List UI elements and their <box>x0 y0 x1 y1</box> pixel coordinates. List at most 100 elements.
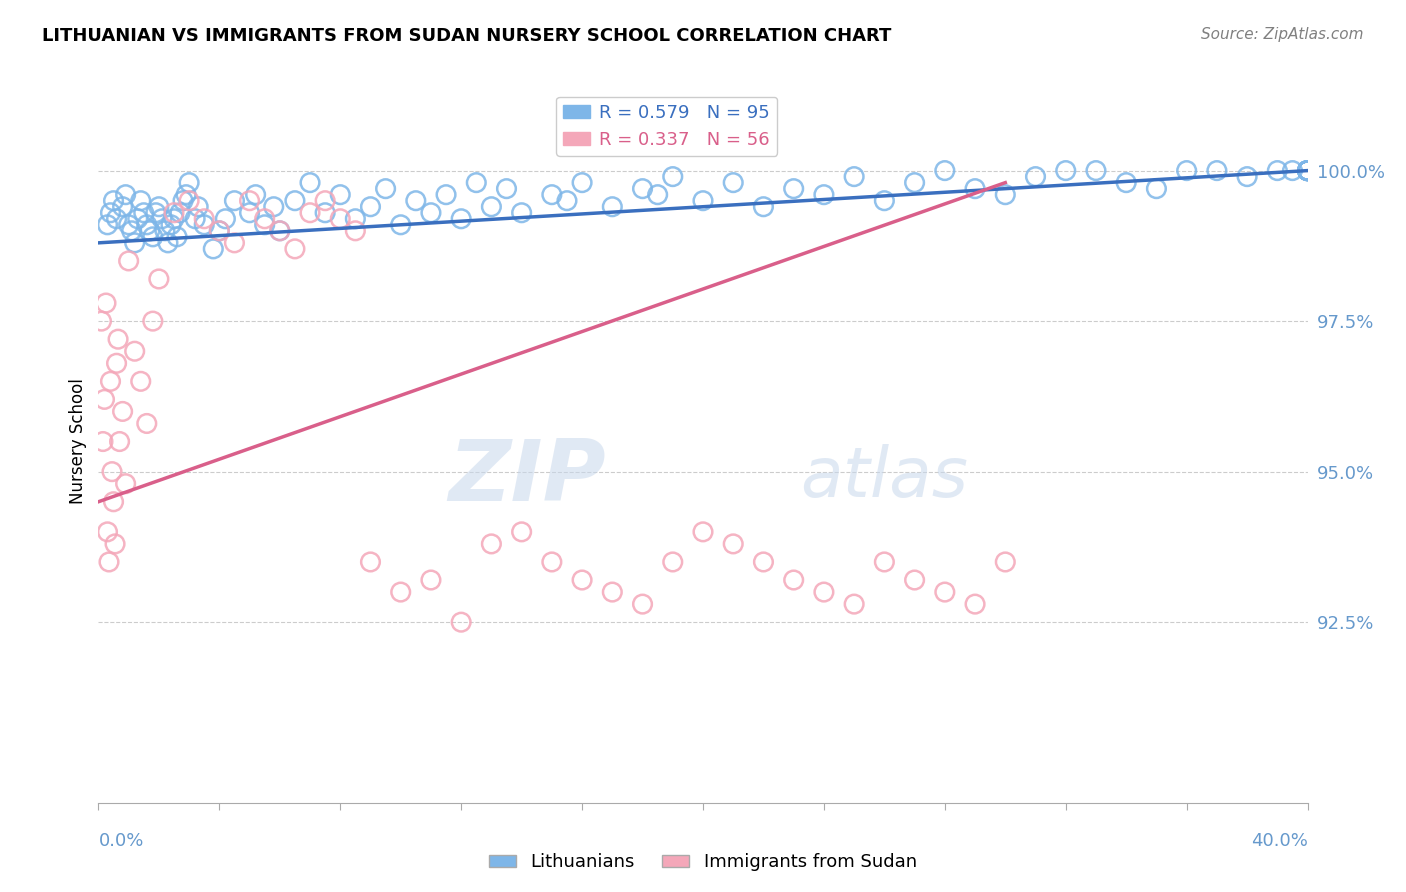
Point <box>269 224 291 238</box>
Point <box>124 344 146 359</box>
Point <box>142 229 165 244</box>
Point <box>118 218 141 232</box>
Point <box>299 176 322 190</box>
Point <box>540 187 562 202</box>
Point <box>1296 163 1319 178</box>
Point <box>602 585 624 599</box>
Point <box>450 615 472 629</box>
Point <box>904 176 927 190</box>
Point <box>124 235 146 250</box>
Text: 0.0%: 0.0% <box>98 831 143 850</box>
Point <box>844 597 866 611</box>
Point <box>1054 163 1077 178</box>
Point <box>269 224 291 238</box>
Point <box>135 218 157 232</box>
Point <box>1175 163 1198 178</box>
Point <box>314 205 336 219</box>
Point <box>314 194 336 208</box>
Point <box>142 314 165 328</box>
Point <box>571 176 593 190</box>
Point <box>202 242 225 256</box>
Point <box>420 573 443 587</box>
Point <box>692 524 714 539</box>
Point <box>723 537 745 551</box>
Point <box>873 194 896 208</box>
Point <box>965 181 987 195</box>
Point <box>934 163 956 178</box>
Text: atlas: atlas <box>800 444 967 511</box>
Point <box>481 200 503 214</box>
Point <box>374 181 396 195</box>
Point <box>163 211 186 226</box>
Point <box>148 200 170 214</box>
Point <box>723 176 745 190</box>
Point <box>94 296 117 310</box>
Point <box>1206 163 1229 178</box>
Text: LITHUANIAN VS IMMIGRANTS FROM SUDAN NURSERY SCHOOL CORRELATION CHART: LITHUANIAN VS IMMIGRANTS FROM SUDAN NURS… <box>42 27 891 45</box>
Point <box>844 169 866 184</box>
Point <box>1296 163 1319 178</box>
Point <box>101 465 124 479</box>
Point <box>1296 163 1319 178</box>
Point <box>129 194 152 208</box>
Point <box>510 205 533 219</box>
Point <box>783 573 806 587</box>
Point <box>1236 169 1258 184</box>
Text: ZIP: ZIP <box>449 436 606 519</box>
Point <box>111 200 134 214</box>
Point <box>208 224 231 238</box>
Point <box>450 211 472 226</box>
Point <box>132 205 155 219</box>
Point <box>284 242 307 256</box>
Point <box>1296 163 1319 178</box>
Point <box>661 169 683 184</box>
Point <box>540 555 562 569</box>
Point <box>96 218 118 232</box>
Text: Source: ZipAtlas.com: Source: ZipAtlas.com <box>1201 27 1364 42</box>
Point <box>214 211 236 226</box>
Point <box>965 597 987 611</box>
Point <box>96 524 118 539</box>
Point <box>166 229 188 244</box>
Point <box>329 187 352 202</box>
Point <box>481 537 503 551</box>
Point <box>224 194 246 208</box>
Point <box>245 187 267 202</box>
Point <box>150 211 173 226</box>
Point <box>135 417 157 431</box>
Point <box>994 555 1017 569</box>
Point <box>420 205 443 219</box>
Point <box>329 211 352 226</box>
Point <box>1296 163 1319 178</box>
Point <box>253 211 276 226</box>
Point <box>172 194 194 208</box>
Point <box>1296 163 1319 178</box>
Point <box>103 194 125 208</box>
Point <box>405 194 427 208</box>
Point <box>108 434 131 449</box>
Point <box>344 224 367 238</box>
Point <box>153 224 176 238</box>
Point <box>904 573 927 587</box>
Point <box>163 205 186 219</box>
Point <box>360 200 382 214</box>
Point <box>1296 163 1319 178</box>
Point <box>692 194 714 208</box>
Point <box>1115 176 1137 190</box>
Point <box>934 585 956 599</box>
Point <box>602 200 624 214</box>
Point <box>284 194 307 208</box>
Point <box>813 187 835 202</box>
Point <box>179 194 201 208</box>
Point <box>224 235 246 250</box>
Point <box>100 374 122 388</box>
Point <box>299 205 322 219</box>
Point <box>105 211 128 226</box>
Point <box>114 187 136 202</box>
Point <box>571 573 593 587</box>
Point <box>148 272 170 286</box>
Point <box>555 194 578 208</box>
Point <box>127 211 149 226</box>
Point <box>114 476 136 491</box>
Point <box>434 187 457 202</box>
